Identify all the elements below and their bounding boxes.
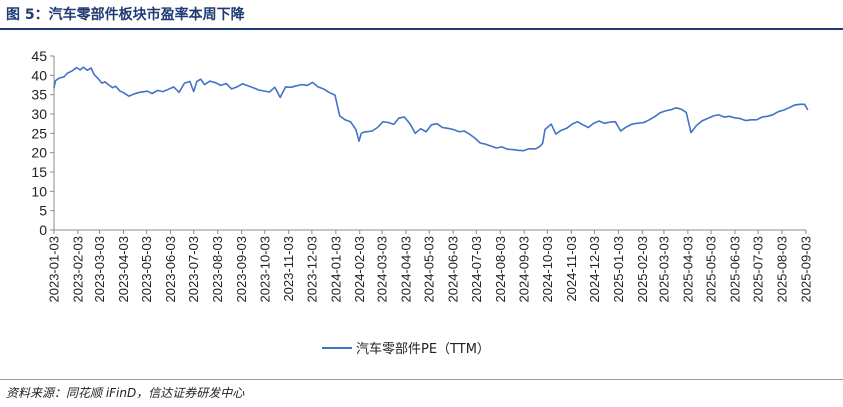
legend-label: 汽车零部件PE（TTM） bbox=[356, 341, 490, 357]
y-tick-label: 0 bbox=[39, 222, 47, 238]
x-tick-label: 2025-02-03 bbox=[635, 236, 650, 303]
footer-rule bbox=[0, 379, 843, 380]
x-tick-label: 2023-02-03 bbox=[70, 236, 85, 303]
x-tick-label: 2025-04-03 bbox=[680, 236, 695, 303]
x-tick-label: 2024-04-03 bbox=[399, 236, 414, 303]
x-tick-label: 2025-01-03 bbox=[611, 236, 626, 303]
x-tick-label: 2023-10-03 bbox=[257, 236, 272, 303]
y-tick-label: 5 bbox=[39, 203, 47, 219]
y-tick-label: 10 bbox=[31, 183, 47, 199]
series-line-0 bbox=[53, 66, 809, 152]
x-tick-label: 2025-08-03 bbox=[775, 236, 790, 303]
x-tick-label: 2025-05-03 bbox=[704, 236, 719, 303]
series-layer bbox=[53, 66, 809, 152]
x-tick-label: 2023-08-03 bbox=[210, 236, 225, 303]
x-tick-label: 2023-05-03 bbox=[139, 236, 154, 303]
x-tick-label: 2023-03-03 bbox=[92, 236, 107, 303]
legend: 汽车零部件PE（TTM） bbox=[322, 341, 490, 357]
x-tick-label: 2025-06-03 bbox=[727, 236, 742, 303]
x-tick-label: 2024-06-03 bbox=[446, 236, 461, 303]
x-tick-label: 2023-07-03 bbox=[186, 236, 201, 303]
x-tick-label: 2025-03-03 bbox=[656, 236, 671, 303]
x-tick-label: 2024-01-03 bbox=[328, 236, 343, 303]
y-tick-label: 35 bbox=[31, 87, 47, 103]
y-axis: 0 5 10 15 20 25 30 35 40 45 bbox=[31, 48, 55, 238]
x-tick-label: 2024-05-03 bbox=[422, 236, 437, 303]
x-tick-label: 2024-12-03 bbox=[587, 236, 602, 303]
x-tick-label: 2024-10-03 bbox=[540, 236, 555, 303]
title-rule bbox=[0, 28, 843, 30]
y-tick-label: 40 bbox=[31, 67, 47, 83]
y-tick-label: 15 bbox=[31, 164, 47, 180]
x-tick-label: 2023-12-03 bbox=[304, 236, 319, 303]
figure-title: 图 5：汽车零部件板块市盈率本周下降 bbox=[6, 7, 245, 23]
y-tick-label: 20 bbox=[31, 145, 47, 161]
x-tick-label: 2023-04-03 bbox=[116, 236, 131, 303]
x-tick-label: 2023-01-03 bbox=[47, 236, 62, 303]
x-tick-label: 2024-03-03 bbox=[375, 236, 390, 303]
y-tick-label: 45 bbox=[31, 48, 47, 64]
x-axis: 2023-01-03 2023-02-03 2023-03-03 2023-04-03… bbox=[47, 229, 814, 303]
x-tick-label: 2024-09-03 bbox=[517, 236, 532, 303]
x-tick-label: 2023-11-03 bbox=[281, 236, 296, 302]
x-tick-label: 2023-06-03 bbox=[163, 236, 178, 303]
x-tick-label: 2025-07-03 bbox=[751, 236, 766, 303]
x-tick-label: 2023-09-03 bbox=[234, 236, 249, 303]
x-tick-label: 2024-08-03 bbox=[493, 236, 508, 303]
x-tick-label: 2024-02-03 bbox=[352, 236, 367, 303]
source-note: 资料来源：同花顺 iFinD，信达证券研发中心 bbox=[6, 386, 245, 400]
x-tick-label: 2024-07-03 bbox=[469, 236, 484, 303]
x-tick-label: 2025-09-03 bbox=[799, 236, 814, 303]
x-tick-label: 2024-11-03 bbox=[564, 236, 579, 302]
y-tick-label: 30 bbox=[31, 106, 47, 122]
y-tick-label: 25 bbox=[31, 125, 47, 141]
